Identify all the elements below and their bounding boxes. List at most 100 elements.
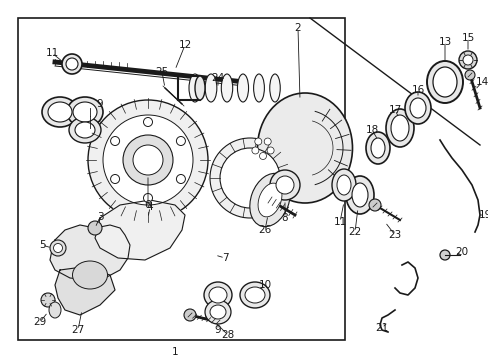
Ellipse shape xyxy=(220,148,280,208)
Ellipse shape xyxy=(240,282,269,308)
Text: 24: 24 xyxy=(211,73,224,83)
Ellipse shape xyxy=(50,240,66,256)
Ellipse shape xyxy=(209,138,289,218)
Ellipse shape xyxy=(385,109,413,147)
Text: 15: 15 xyxy=(461,33,474,43)
Ellipse shape xyxy=(66,58,78,70)
Text: 22: 22 xyxy=(347,227,361,237)
Ellipse shape xyxy=(368,199,380,211)
Ellipse shape xyxy=(257,93,352,203)
Polygon shape xyxy=(50,225,130,280)
Ellipse shape xyxy=(208,287,226,303)
Ellipse shape xyxy=(72,261,107,289)
Text: 18: 18 xyxy=(365,125,378,135)
Ellipse shape xyxy=(49,302,61,318)
Ellipse shape xyxy=(67,97,103,127)
Ellipse shape xyxy=(249,174,289,227)
Text: 25: 25 xyxy=(155,67,168,77)
Text: 19: 19 xyxy=(477,210,488,220)
Ellipse shape xyxy=(143,194,152,202)
Text: 26: 26 xyxy=(258,225,271,235)
Ellipse shape xyxy=(432,67,456,97)
Ellipse shape xyxy=(351,183,367,207)
Text: 21: 21 xyxy=(375,323,388,333)
Text: 11: 11 xyxy=(333,217,346,227)
Text: 27: 27 xyxy=(71,325,84,335)
Ellipse shape xyxy=(221,74,232,102)
Text: 9: 9 xyxy=(214,325,221,335)
Polygon shape xyxy=(95,200,184,260)
Ellipse shape xyxy=(258,183,282,217)
Ellipse shape xyxy=(110,136,120,145)
Text: 11: 11 xyxy=(45,48,59,58)
Text: 14: 14 xyxy=(474,77,488,87)
Text: 20: 20 xyxy=(454,247,468,257)
Ellipse shape xyxy=(390,115,408,141)
Ellipse shape xyxy=(458,51,476,69)
Ellipse shape xyxy=(264,138,271,145)
Text: 4: 4 xyxy=(146,202,153,212)
Ellipse shape xyxy=(266,147,274,154)
Text: 1: 1 xyxy=(171,347,178,357)
Ellipse shape xyxy=(41,293,55,307)
Ellipse shape xyxy=(88,100,207,220)
Text: 23: 23 xyxy=(387,230,401,240)
Ellipse shape xyxy=(204,300,230,324)
Ellipse shape xyxy=(253,74,264,102)
Ellipse shape xyxy=(409,98,425,118)
Text: 7: 7 xyxy=(221,253,228,263)
Ellipse shape xyxy=(69,117,101,143)
Text: 12: 12 xyxy=(178,40,191,50)
Ellipse shape xyxy=(203,282,231,308)
Ellipse shape xyxy=(53,243,62,252)
Ellipse shape xyxy=(269,170,299,200)
Text: 5: 5 xyxy=(39,240,45,250)
Bar xyxy=(18,18,345,340)
Ellipse shape xyxy=(103,115,193,205)
Text: 2: 2 xyxy=(294,23,301,33)
Ellipse shape xyxy=(336,175,350,195)
Ellipse shape xyxy=(42,97,78,127)
Text: 3: 3 xyxy=(97,212,103,222)
Ellipse shape xyxy=(439,250,449,260)
Ellipse shape xyxy=(426,61,462,103)
Ellipse shape xyxy=(244,287,264,303)
Ellipse shape xyxy=(209,305,225,319)
Text: 29: 29 xyxy=(33,317,46,327)
Ellipse shape xyxy=(464,70,474,80)
Text: 10: 10 xyxy=(258,280,271,290)
Text: 28: 28 xyxy=(221,330,234,340)
Ellipse shape xyxy=(88,221,102,235)
Text: 6: 6 xyxy=(144,200,151,210)
Ellipse shape xyxy=(404,92,430,124)
Ellipse shape xyxy=(110,175,120,184)
Ellipse shape xyxy=(176,175,185,184)
Ellipse shape xyxy=(331,169,355,201)
Ellipse shape xyxy=(176,136,185,145)
Text: 17: 17 xyxy=(387,105,401,115)
Ellipse shape xyxy=(251,147,258,154)
Ellipse shape xyxy=(133,145,163,175)
Ellipse shape xyxy=(346,176,373,214)
Ellipse shape xyxy=(183,309,196,321)
Ellipse shape xyxy=(462,55,472,65)
Ellipse shape xyxy=(365,132,389,164)
Ellipse shape xyxy=(254,138,261,145)
Ellipse shape xyxy=(62,54,82,74)
Ellipse shape xyxy=(48,102,72,122)
Ellipse shape xyxy=(123,135,173,185)
Ellipse shape xyxy=(370,138,384,158)
Ellipse shape xyxy=(237,74,248,102)
Ellipse shape xyxy=(195,76,204,100)
Text: 13: 13 xyxy=(437,37,451,47)
Text: 8: 8 xyxy=(281,213,288,223)
Ellipse shape xyxy=(73,102,97,122)
Text: 9: 9 xyxy=(97,99,103,109)
Ellipse shape xyxy=(269,74,280,102)
Ellipse shape xyxy=(275,176,293,194)
Ellipse shape xyxy=(189,74,201,102)
Ellipse shape xyxy=(205,74,216,102)
Ellipse shape xyxy=(259,153,266,159)
Text: 16: 16 xyxy=(410,85,424,95)
Polygon shape xyxy=(55,268,115,315)
